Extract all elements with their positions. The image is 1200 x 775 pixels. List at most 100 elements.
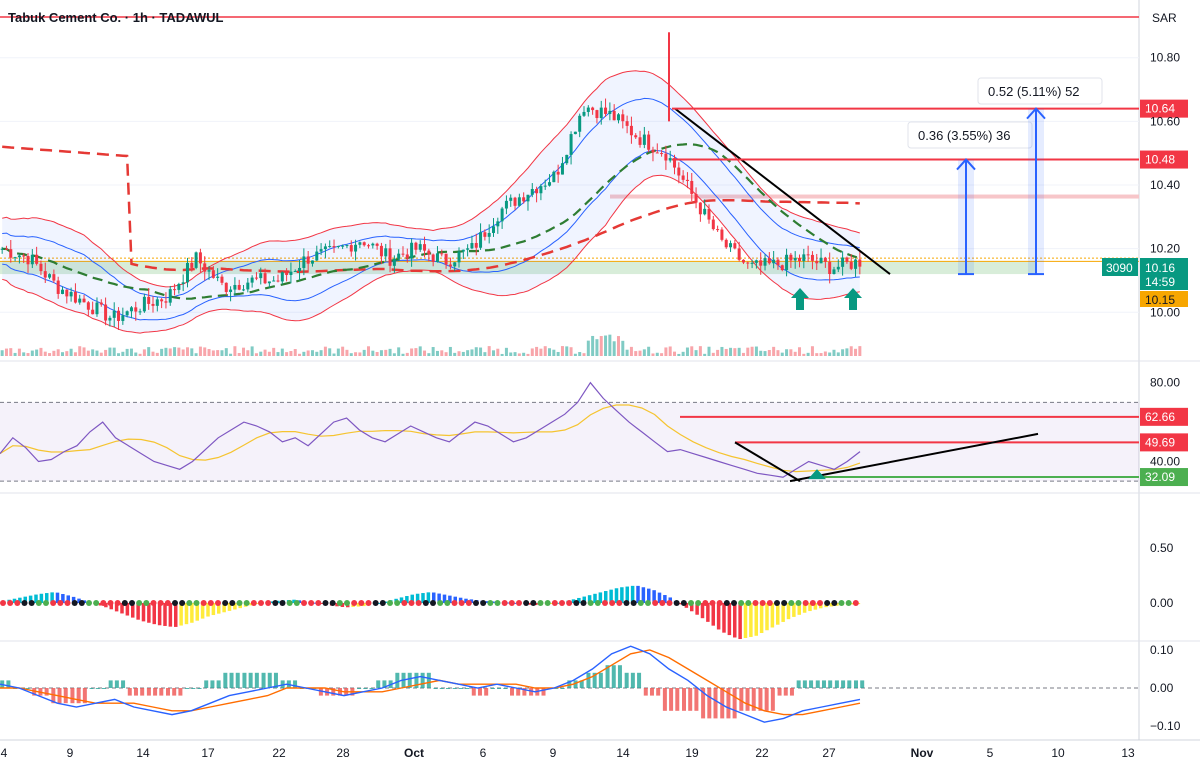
momentum-bar (630, 585, 635, 603)
volume-bar (733, 348, 737, 356)
momentum-bar (152, 603, 156, 625)
volume-bar (470, 349, 474, 356)
macd-histogram-bar (465, 688, 470, 689)
squeeze-dot (28, 600, 35, 606)
candle-body (185, 262, 189, 283)
price-tick: 10.40 (1150, 178, 1180, 192)
macd-tick: 0.10 (1150, 643, 1174, 657)
squeeze-dot (265, 600, 272, 606)
candle-body (69, 291, 73, 297)
volume-bar (164, 347, 168, 356)
candle-body (349, 245, 353, 252)
volume-bar (573, 353, 577, 356)
macd-histogram-bar (248, 672, 253, 688)
squeeze-dot (258, 600, 264, 606)
squeeze-dot (157, 600, 164, 606)
volume-bar (104, 349, 108, 356)
candle-body (427, 250, 431, 255)
momentum-bar (813, 603, 818, 610)
squeeze-dot (465, 600, 472, 606)
candle-body (147, 296, 151, 304)
momentum-bar (109, 603, 113, 610)
momentum-bar (593, 593, 597, 603)
candle-body (0, 248, 4, 250)
momentum-bar (663, 595, 667, 603)
squeeze-dot (200, 600, 207, 606)
volume-bar (328, 348, 332, 356)
candle-body (716, 229, 720, 231)
candle-body (216, 276, 220, 278)
squeeze-dot (551, 600, 558, 606)
macd-histogram-bar (732, 688, 737, 719)
rsi-line (0, 381, 861, 478)
macd-histogram-bar (121, 680, 126, 688)
macd-histogram-bar (178, 688, 183, 696)
momentum-bar (743, 603, 748, 638)
volume-bar (629, 346, 633, 356)
volume-bar (530, 348, 534, 356)
momentum-bar (690, 603, 694, 612)
macd-histogram-bar (369, 688, 374, 689)
volume-bar (707, 346, 711, 356)
squeeze-dot (114, 600, 121, 606)
candle-body (345, 245, 349, 247)
volume-bar (448, 346, 452, 356)
volume-bar (556, 351, 560, 356)
candle-body (552, 171, 556, 183)
candle-body (306, 256, 310, 264)
candle-body (841, 257, 845, 267)
volume-bar (82, 347, 86, 356)
candle-body (418, 244, 422, 250)
squeeze-dot (308, 600, 315, 606)
volume-bar (435, 350, 439, 356)
time-tick: 22 (272, 746, 286, 760)
candle-body (823, 257, 827, 262)
momentum-bar (179, 603, 183, 626)
time-tick: Oct (404, 746, 424, 760)
macd-histogram-bar (669, 688, 674, 711)
candle-body (543, 185, 547, 187)
squeeze-dot (738, 600, 745, 606)
macd-histogram-bar (127, 688, 132, 696)
volume-bar (254, 353, 258, 356)
candle-body (828, 261, 832, 274)
time-tick: 5 (987, 746, 994, 760)
time-tick: Nov (911, 746, 934, 760)
volume-bar (776, 350, 780, 356)
momentum-bar (577, 597, 581, 603)
currency-label[interactable]: SAR (1152, 11, 1177, 25)
macd-histogram-bar (51, 688, 56, 704)
price-tick: 10.60 (1150, 114, 1180, 128)
macd-histogram-bar (516, 688, 521, 696)
squeeze-dot (795, 600, 802, 606)
squeeze-dot (594, 600, 601, 606)
volume-bar (819, 353, 823, 356)
momentum-bar (453, 596, 457, 603)
candle-body (435, 253, 439, 262)
macd-histogram-bar (204, 680, 209, 688)
candle-body (539, 186, 543, 194)
macd-histogram-bar (140, 688, 145, 696)
macd-histogram-bar (503, 688, 508, 689)
volume-bar (793, 351, 797, 356)
candle-body (711, 219, 715, 230)
candle-body (453, 262, 457, 267)
macd-histogram-bar (828, 680, 833, 688)
squeeze-dot (250, 600, 257, 606)
momentum-bar (168, 603, 173, 627)
candle-body (242, 289, 246, 291)
macd-histogram-bar (254, 672, 259, 688)
volume-bar (543, 346, 547, 356)
volume-bar (664, 347, 668, 356)
candle-body (595, 110, 599, 119)
price-tick: 10.80 (1150, 51, 1180, 65)
candle-body (302, 256, 306, 268)
squeeze-dot (86, 600, 92, 606)
momentum-bar (66, 595, 70, 603)
squeeze-dot (852, 600, 859, 606)
candle-body (78, 298, 82, 303)
squeeze-dot (609, 600, 616, 606)
momentum-bar (604, 591, 608, 603)
volume-bar (789, 349, 793, 356)
volume-bar (690, 346, 694, 356)
